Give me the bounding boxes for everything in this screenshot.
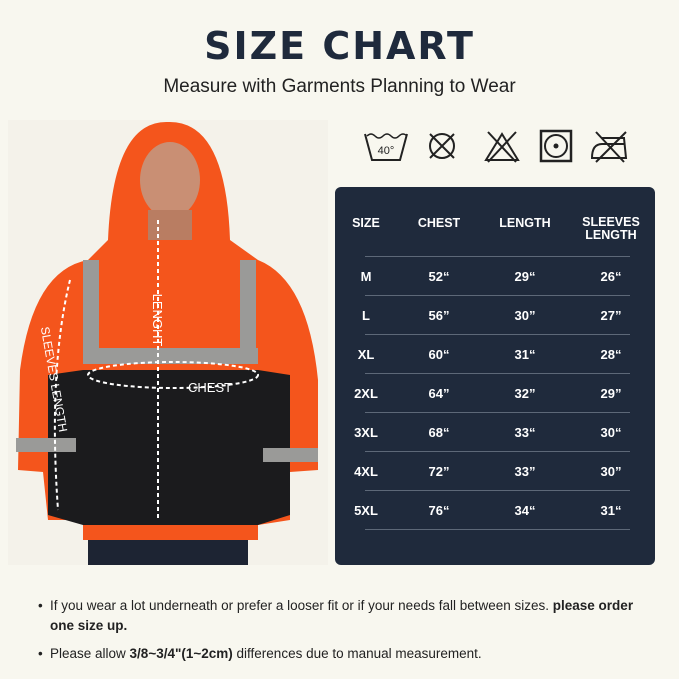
- wash-40-icon: 40°: [364, 133, 408, 161]
- cell-chest: 76“: [428, 503, 450, 518]
- cell-length: 29“: [514, 269, 536, 284]
- table-row: 4XL 72” 33” 30”: [335, 452, 655, 491]
- cell-sleeves: 30”: [600, 464, 622, 479]
- cell-length: 33”: [514, 464, 536, 479]
- table-row: L 56” 30” 27”: [335, 296, 655, 335]
- cell-length: 33“: [514, 425, 536, 440]
- row-divider: [365, 412, 630, 413]
- care-icons: 40°: [362, 128, 632, 168]
- cell-size: 3XL: [354, 425, 378, 440]
- length-label: LENGHT: [150, 294, 165, 347]
- cell-chest: 60“: [428, 347, 450, 362]
- cell-length: 31“: [514, 347, 536, 362]
- header-size: SIZE: [352, 216, 380, 230]
- table-row: 2XL 64” 32” 29”: [335, 374, 655, 413]
- cell-chest: 72”: [428, 464, 450, 479]
- cell-sleeves: 26“: [600, 269, 622, 284]
- subtitle: Measure with Garments Planning to Wear: [163, 76, 516, 97]
- cell-sleeves: 28“: [600, 347, 622, 362]
- table-row: 5XL 76“ 34“ 31“: [335, 491, 655, 530]
- cell-sleeves: 30“: [600, 425, 622, 440]
- tumble-dry-icon: [539, 129, 573, 163]
- row-divider: [365, 334, 630, 335]
- svg-text:40°: 40°: [378, 145, 395, 157]
- size-table: SIZE CHEST LENGTH SLEEVES LENGTH M 52“ 29“…: [335, 187, 655, 565]
- row-divider: [365, 451, 630, 452]
- cell-size: L: [362, 308, 370, 323]
- header-chest: CHEST: [417, 216, 461, 230]
- cell-sleeves: 27”: [600, 308, 622, 323]
- no-bleach-icon: [484, 131, 520, 163]
- table-row: XL 60“ 31“ 28“: [335, 335, 655, 374]
- cell-length: 30”: [514, 308, 536, 323]
- row-divider: [365, 490, 630, 491]
- chest-label: CHEST: [188, 380, 232, 395]
- cell-chest: 56”: [428, 308, 450, 323]
- cell-sleeves: 29”: [600, 386, 622, 401]
- cell-size: M: [360, 269, 372, 284]
- cell-length: 32”: [514, 386, 536, 401]
- note-size-up: If you wear a lot underneath or prefer a…: [38, 596, 658, 636]
- cell-sleeves: 31“: [600, 503, 622, 518]
- cell-chest: 68“: [428, 425, 450, 440]
- note-measurement: Please allow 3/8~3/4"(1~2cm) differences…: [38, 644, 658, 664]
- cell-chest: 64”: [428, 386, 450, 401]
- header-sleeves: SLEEVES LENGTH: [582, 215, 640, 242]
- cell-chest: 52“: [428, 269, 450, 284]
- no-iron-icon: [590, 131, 628, 163]
- cell-size: 5XL: [354, 503, 378, 518]
- row-divider: [365, 529, 630, 530]
- notes: If you wear a lot underneath or prefer a…: [38, 596, 658, 672]
- header-length: LENGTH: [499, 216, 551, 230]
- no-dry-clean-icon: [429, 133, 455, 159]
- cell-size: XL: [357, 347, 375, 362]
- row-divider: [365, 295, 630, 296]
- jacket-photo: LENGHT SLEEVES LENGTH CHEST: [8, 120, 328, 565]
- row-divider: [365, 256, 630, 257]
- page-title: SIZE CHART: [204, 24, 475, 68]
- table-row: 3XL 68“ 33“ 30“: [335, 413, 655, 452]
- row-divider: [365, 373, 630, 374]
- table-row: M 52“ 29“ 26“: [335, 257, 655, 296]
- cell-size: 4XL: [354, 464, 378, 479]
- cell-length: 34“: [514, 503, 536, 518]
- cell-size: 2XL: [354, 386, 378, 401]
